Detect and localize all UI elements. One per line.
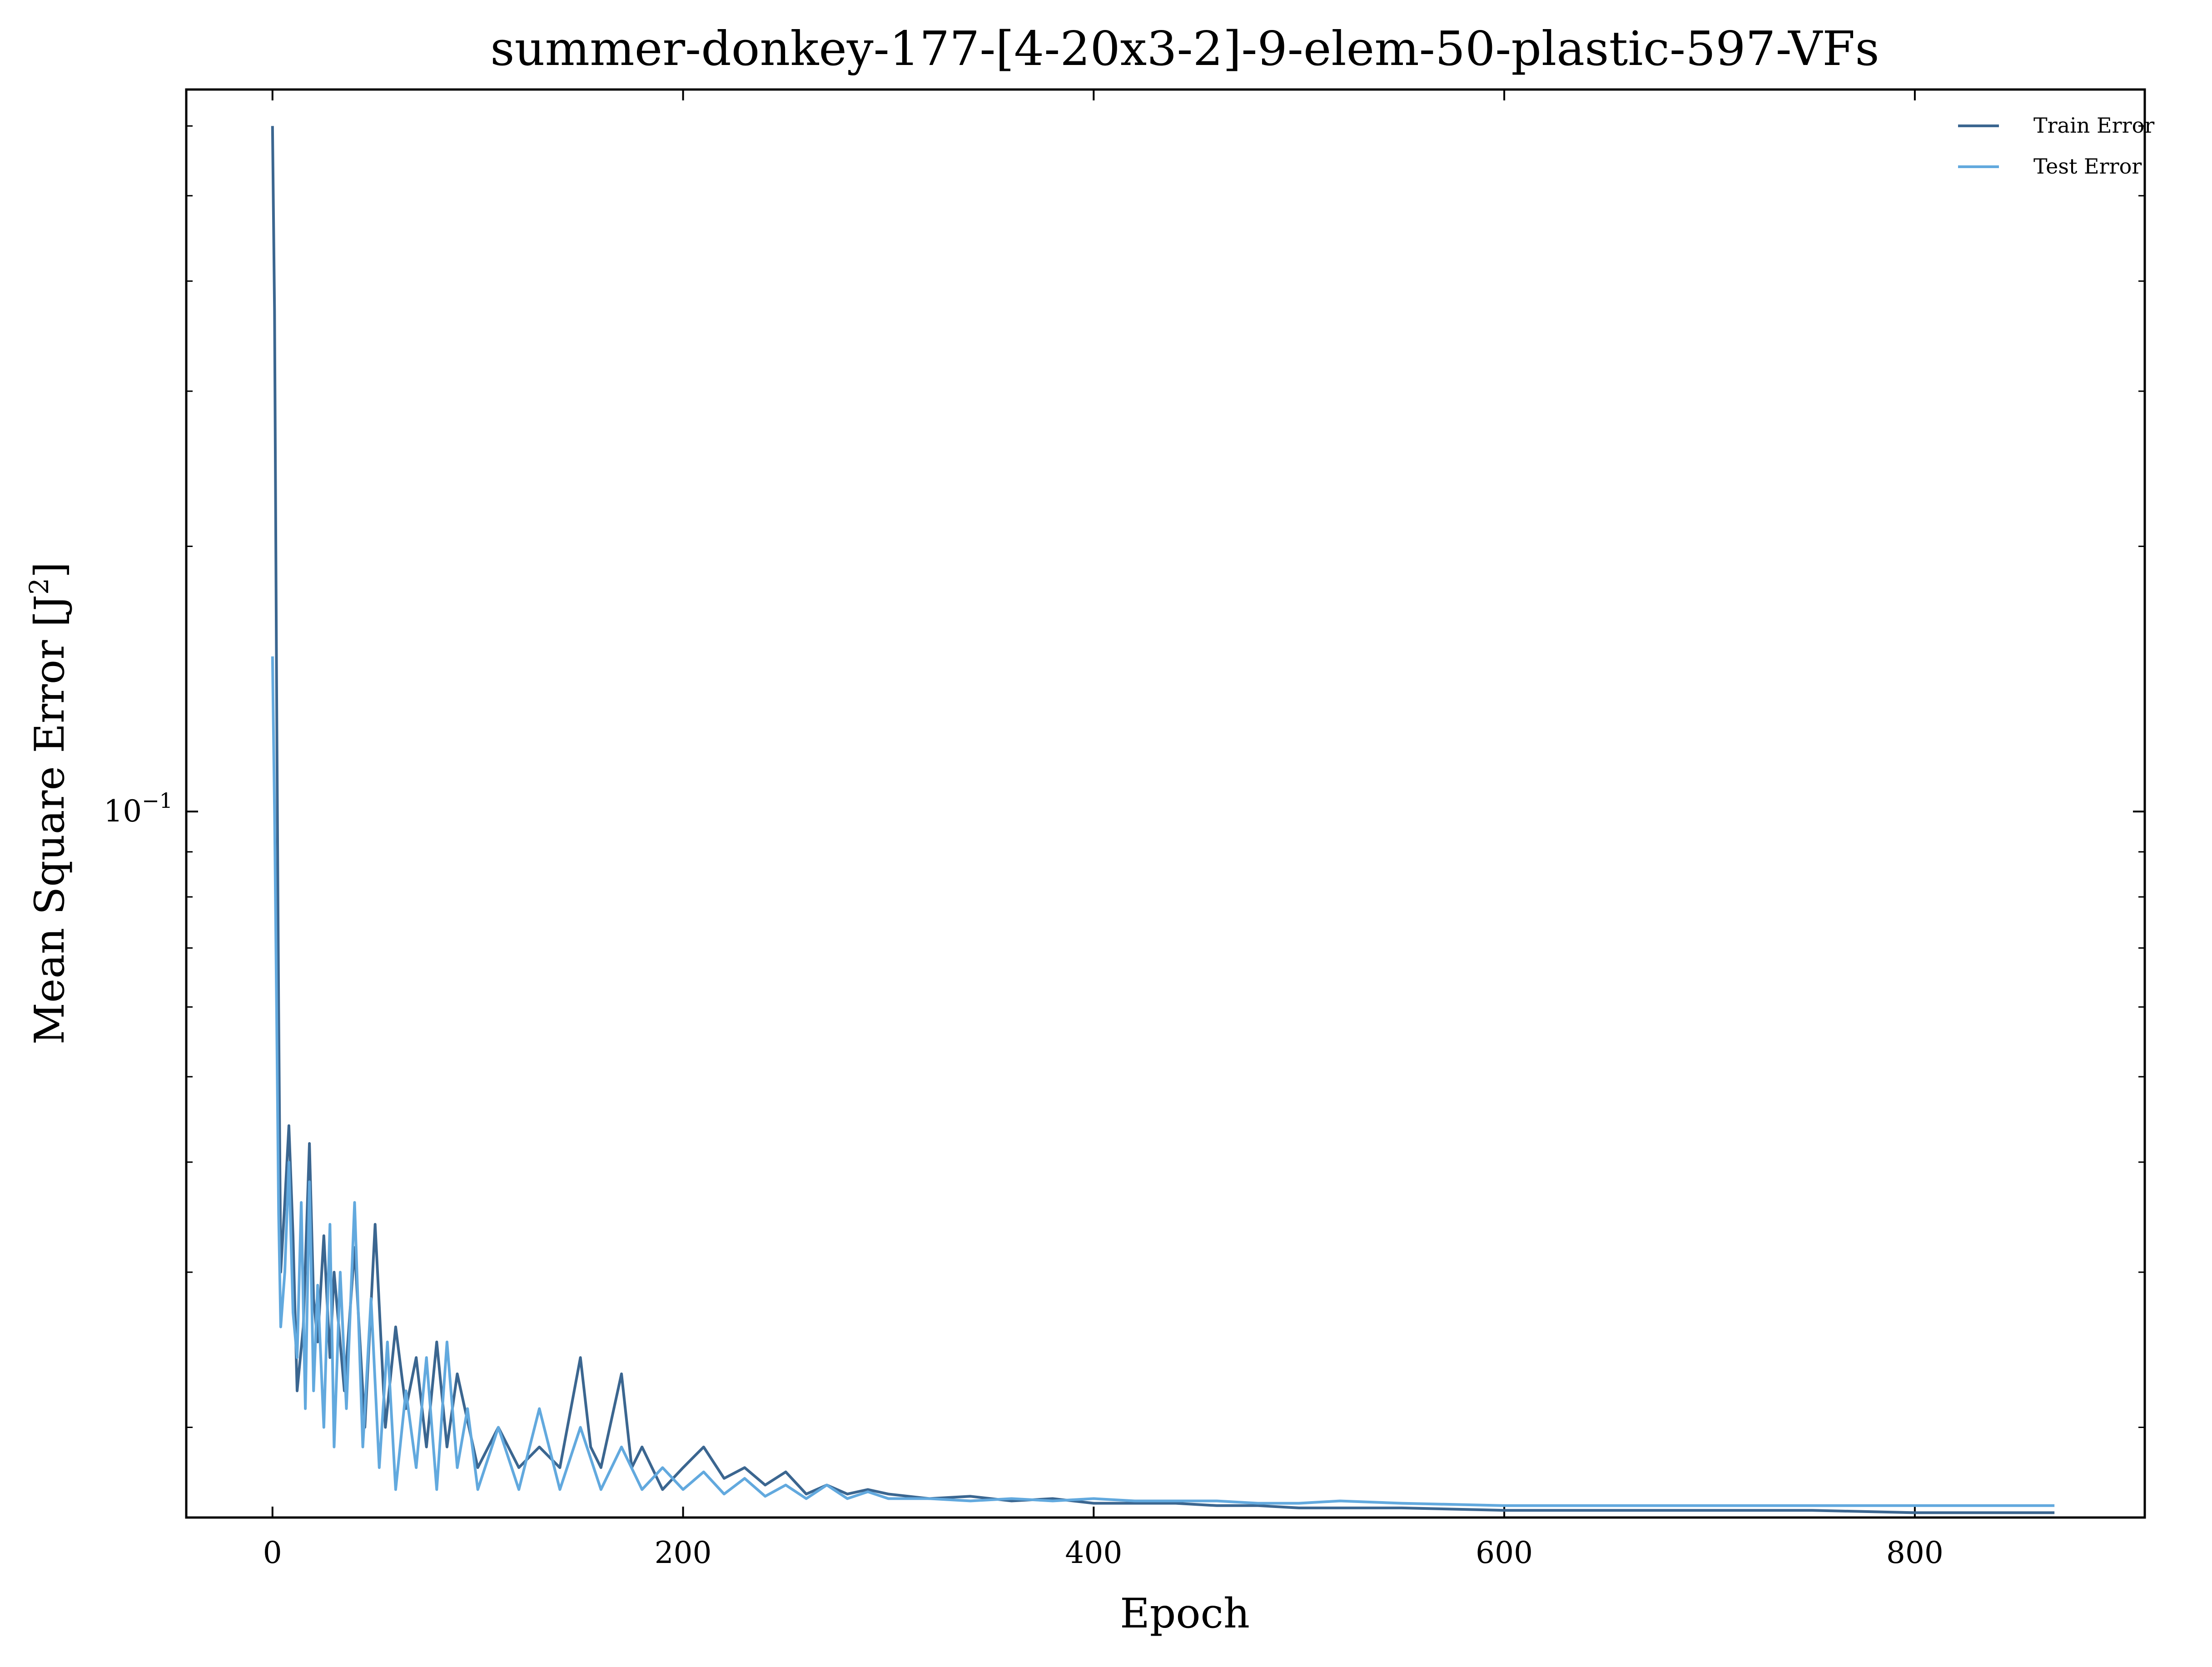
y-axis-label-superscript: 2: [24, 578, 55, 595]
x-tick-label: 600: [1476, 1535, 1533, 1570]
y-axis-ticks: 10−1: [104, 125, 2145, 1428]
plot-frame: [185, 88, 2146, 1519]
x-tick-label: 400: [1065, 1535, 1122, 1570]
y-axis-label-main: Mean Square Error [J: [26, 595, 74, 1045]
y-tick-label: 10−1: [104, 788, 173, 829]
legend-label-train: Train Error: [2033, 113, 2154, 138]
legend-label-test: Test Error: [2033, 154, 2142, 179]
chart-title: summer-donkey-177-[4-20x3-2]-9-elem-50-p…: [490, 21, 1879, 76]
test-error-line: [271, 656, 2055, 1507]
x-tick-label: 200: [655, 1535, 712, 1570]
legend: Train Error Test Error: [1958, 113, 2154, 179]
x-axis-label: Epoch: [1120, 1590, 1250, 1637]
y-axis-label: Mean Square Error [J2]: [24, 562, 74, 1045]
x-tick-label: 0: [263, 1535, 282, 1570]
y-axis-label-end: ]: [26, 562, 74, 578]
x-tick-label: 800: [1886, 1535, 1944, 1570]
series-layer: [271, 126, 2055, 1514]
x-axis-ticks: 0 200 400 600 800: [263, 90, 1944, 1570]
train-error-line: [271, 126, 2055, 1514]
